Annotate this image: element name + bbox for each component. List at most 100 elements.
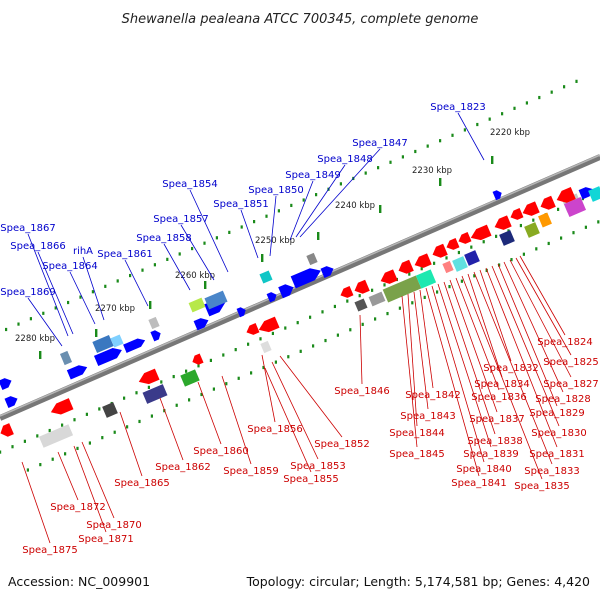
leader-line <box>57 451 79 501</box>
leader-line <box>264 367 312 473</box>
reverse-gene-label: Spea_1837 <box>469 414 524 425</box>
leader-line <box>519 255 566 336</box>
tick-mark <box>597 220 600 224</box>
forward-gene-arrow <box>123 338 146 353</box>
leader-line <box>407 293 418 427</box>
reverse-gene-arrow <box>556 187 576 203</box>
tick-mark <box>482 240 485 244</box>
forward-gene-label: Spea_1864 <box>42 261 97 272</box>
tick-mark <box>287 355 290 359</box>
tick-mark <box>138 419 141 424</box>
tick-mark <box>572 231 575 235</box>
tick-mark <box>147 385 150 389</box>
reverse-gene-label: Spea_1840 <box>456 464 511 475</box>
reverse-gene-block <box>368 291 386 307</box>
tick-mark <box>470 245 473 249</box>
tick-mark <box>76 446 79 451</box>
tick-mark <box>54 306 57 310</box>
forward-gene-block <box>110 334 124 348</box>
tick-mark <box>346 299 349 303</box>
leader-line <box>159 397 184 461</box>
leader-line <box>21 461 51 544</box>
leader-line <box>124 259 149 307</box>
label-leaders <box>21 112 572 544</box>
tick-mark <box>203 241 206 245</box>
reverse-gene-block <box>563 197 587 217</box>
reverse-gene-arrow <box>510 208 524 220</box>
reverse-gene-arrow <box>138 368 160 385</box>
scale-label: 2230 kbp <box>412 166 452 176</box>
major-tick <box>39 351 42 359</box>
tick-mark <box>197 364 200 368</box>
leader-line <box>189 189 229 273</box>
gene-features <box>0 186 600 448</box>
tick-mark <box>225 382 228 386</box>
tick-mark <box>91 290 94 294</box>
leader-line <box>515 257 572 356</box>
genome-backbone <box>0 154 600 421</box>
reverse-gene-block <box>524 222 540 238</box>
forward-gene-label: Spea_1867 <box>0 223 55 234</box>
tick-mark <box>23 439 26 443</box>
forward-gene-arrow <box>278 284 294 299</box>
reverse-gene-arrow <box>0 423 14 437</box>
tick-mark <box>371 288 374 292</box>
tick-mark <box>88 441 91 445</box>
tick-mark <box>538 95 541 100</box>
tick-mark <box>42 311 45 315</box>
reverse-gene-arrow <box>540 195 556 210</box>
tick-mark <box>522 252 525 256</box>
reverse-gene-arrow <box>246 323 260 335</box>
leader-line <box>69 271 96 325</box>
reverse-gene-block <box>442 260 454 274</box>
tick-mark <box>321 310 324 314</box>
tick-mark <box>126 425 129 429</box>
tick-mark <box>436 290 439 294</box>
tick-mark <box>123 396 126 400</box>
leader-line <box>449 279 498 413</box>
forward-gene-block <box>188 297 206 313</box>
reverse-gene-block <box>38 424 74 448</box>
tick-mark <box>48 428 51 433</box>
tick-mark <box>411 301 414 305</box>
tick-mark <box>383 283 386 287</box>
reverse-gene-arrow <box>258 316 280 333</box>
tick-mark <box>408 272 411 276</box>
tick-mark <box>277 209 280 213</box>
accession-text: Accession: NC_009901 <box>8 574 150 589</box>
tick-mark <box>448 285 451 289</box>
tick-mark <box>284 326 287 330</box>
major-tick <box>149 301 152 309</box>
reverse-gene-label: Spea_1827 <box>543 379 598 390</box>
forward-gene-label: Spea_1869 <box>0 287 55 298</box>
reverse-gene-label: Spea_1855 <box>283 474 338 485</box>
leader-line <box>425 287 480 477</box>
reverse-gene-label: Spea_1856 <box>247 424 302 435</box>
tick-mark <box>309 315 312 319</box>
tick-mark <box>228 230 231 234</box>
tick-mark <box>296 321 299 325</box>
leader-line <box>279 355 343 438</box>
tick-mark <box>67 300 70 305</box>
leader-line <box>419 289 434 389</box>
leader-line <box>240 209 259 259</box>
tick-mark <box>240 225 243 229</box>
forward-gene-block <box>92 334 114 354</box>
tick-mark <box>560 236 563 240</box>
tick-mark <box>98 407 101 411</box>
tick-mark <box>532 218 535 222</box>
reverse-gene-block <box>464 250 480 266</box>
reverse-gene-arrow <box>458 232 472 244</box>
reverse-gene-label: Spea_1825 <box>543 357 598 368</box>
reverse-gene-label: Spea_1838 <box>467 436 522 447</box>
tick-mark <box>386 311 389 316</box>
tick-mark <box>36 434 39 438</box>
tick-mark <box>237 376 240 380</box>
forward-gene-arrow <box>290 268 321 289</box>
tick-mark <box>129 273 132 278</box>
forward-gene-label: Spea_1857 <box>153 214 208 225</box>
forward-gene-block <box>306 252 318 266</box>
reverse-gene-label: Spea_1865 <box>114 478 169 489</box>
tick-mark <box>209 358 212 363</box>
